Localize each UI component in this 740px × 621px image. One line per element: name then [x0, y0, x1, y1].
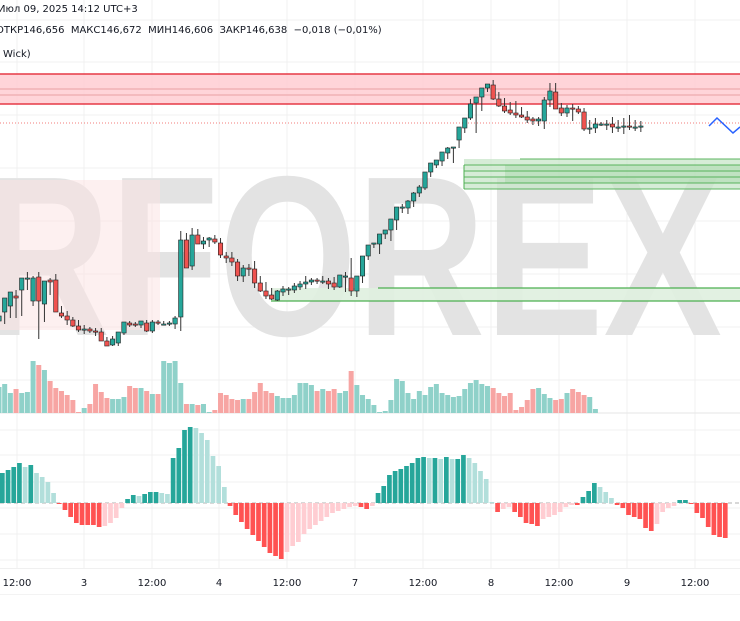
time-tick: 4 — [215, 578, 223, 589]
time-tick: 12:00 — [408, 578, 438, 589]
legend-ohlc: ОТКР146,656 МАКС146,672 МИН146,606 ЗАКР1… — [0, 25, 382, 36]
high-value: 146,672 — [100, 25, 142, 36]
low-value: 146,606 — [171, 25, 214, 36]
time-tick: 9 — [623, 578, 631, 589]
high-label: МАКС — [70, 25, 101, 36]
time-tick: 12:00 — [2, 578, 32, 589]
time-tick: 12:00 — [272, 578, 302, 589]
time-tick: 8 — [487, 578, 495, 589]
time-axis[interactable]: 12:00 3 12:00 4 12:00 7 12:00 8 12:00 9 12:00 — [0, 568, 740, 595]
time-tick: 7 — [351, 578, 359, 589]
support-zone-upper — [464, 159, 740, 189]
time-tick: 12:00 — [544, 578, 574, 589]
time-tick: 12:00 — [680, 578, 710, 589]
close-value: 146,638 — [245, 25, 288, 36]
oscillator-pane — [0, 427, 740, 559]
indicator-legend[interactable]: Wick) — [3, 49, 31, 60]
open-label: ОТКР — [0, 25, 24, 36]
time-tick: 12:00 — [137, 578, 167, 589]
low-label: МИН — [148, 25, 172, 36]
change-value: −0,018 (−0,01%) — [293, 25, 382, 36]
support-zone-lower — [271, 288, 740, 301]
volume-pane — [0, 361, 598, 413]
close-label: ЗАКР — [219, 25, 246, 36]
bottom-strip — [0, 594, 740, 621]
open-value: 146,656 — [23, 25, 65, 36]
candles — [0, 80, 644, 347]
legend-datetime: Июл 09, 2025 14:12 UTC+3 — [0, 4, 138, 15]
time-tick: 3 — [80, 578, 88, 589]
price-zones[interactable] — [0, 73, 740, 302]
projection-line — [708, 116, 740, 135]
